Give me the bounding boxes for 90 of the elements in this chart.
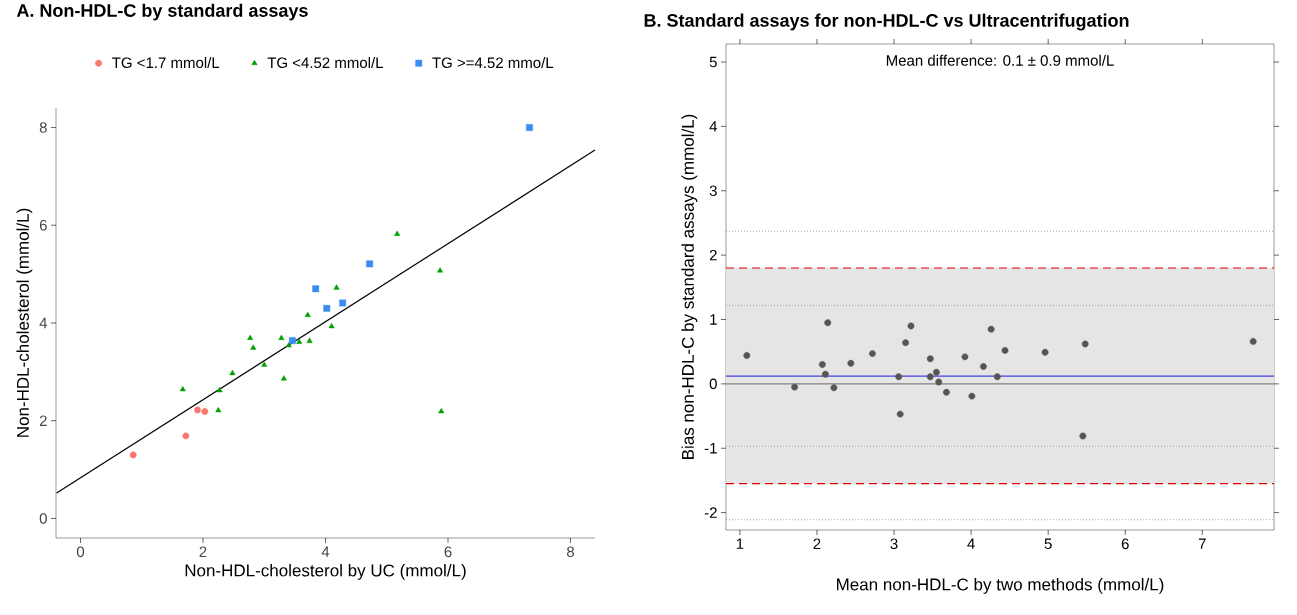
point [822,370,829,378]
point [306,337,313,343]
point [896,410,904,418]
y-tick-label: 0 [39,513,47,524]
x-tick-label: 4 [321,546,330,557]
point [182,432,190,440]
point [526,124,533,131]
point [968,392,976,400]
point [943,388,950,396]
point [743,352,751,359]
point [129,451,137,459]
x-axis-title: Mean non-HDL-C by two methods (mmol/L) [837,578,1164,594]
y-tick-label: 4 [39,317,48,329]
point [869,350,876,358]
point [438,408,445,414]
annotation: Mean difference: 0.1 ± 0.9 mmol/L [886,54,1114,66]
x-tick-label: 4 [967,538,975,549]
point [261,361,268,367]
y-tick-label: 1 [710,314,717,325]
point [824,319,832,327]
y-tick-label: 2 [39,415,47,426]
point [201,408,209,415]
point [215,407,222,413]
y-tick-label: -2 [704,507,717,518]
point [247,334,254,340]
legend-label: TG <1.7 mmol/L [112,57,220,69]
point [987,325,995,333]
point [933,368,940,376]
chart-title: B. Standard assays for non-HDL-C vs Ultracentrifugation [644,13,1129,31]
x-tick-label: 3 [890,538,898,550]
x-tick-label: 6 [444,546,452,558]
x-tick-label: 5 [1044,538,1052,549]
point [339,299,347,307]
point [250,344,257,350]
point [993,373,1001,381]
y-tick-label: 6 [39,219,47,231]
point [1079,432,1087,440]
legend-label: TG >=4.52 mmo/L [432,57,554,69]
point [328,323,335,329]
x-tick-label: 6 [1121,538,1129,550]
point [1001,346,1009,354]
point [961,353,969,361]
y-tick-label: -1 [704,443,717,454]
point [179,386,186,392]
point [278,334,285,340]
point [194,406,201,414]
y-tick-label: 4 [709,121,718,132]
point [323,304,331,312]
x-tick-label: 8 [566,546,575,558]
y-tick-label: 2 [709,249,717,261]
y-axis-title: Bias non-HDL-C by standard assays (mmol/L) [681,114,698,459]
point [791,383,798,391]
point [902,339,909,347]
y-tick-label: 3 [709,185,717,197]
point [926,373,934,381]
y-axis-title: Non-HDL-cholesterol (mmol/L) [16,208,33,437]
x-tick-label: 7 [1198,538,1206,549]
point [830,384,838,392]
point [285,342,292,348]
point [1041,348,1049,356]
point [280,375,287,381]
point [312,285,320,293]
point [1081,340,1089,348]
y-tick-label: 8 [39,122,47,133]
y-tick-label: 0 [709,378,717,390]
x-tick-label: 1 [736,538,744,549]
point [907,322,915,330]
point [818,361,826,368]
point [216,387,223,393]
point [926,355,934,363]
x-tick-label: 0 [76,546,85,558]
point [296,338,303,344]
point [1249,337,1257,345]
point [847,359,855,367]
point [333,284,340,290]
point [935,378,943,386]
point [437,267,444,273]
point [289,337,296,344]
point [394,230,401,236]
y-tick-label: 5 [709,56,717,68]
chart-title: A. Non-HDL-C by standard assays [16,3,308,21]
point [895,373,903,381]
point [304,311,311,317]
point [229,369,236,376]
x-axis-title: Non-HDL-cholesterol by UC (mmol/L) [185,564,466,580]
x-tick-label: 2 [813,538,821,549]
point [980,363,987,370]
point [366,260,374,268]
legend-label: TG <4.52 mmol/L [267,57,384,69]
x-tick-label: 2 [199,546,207,557]
